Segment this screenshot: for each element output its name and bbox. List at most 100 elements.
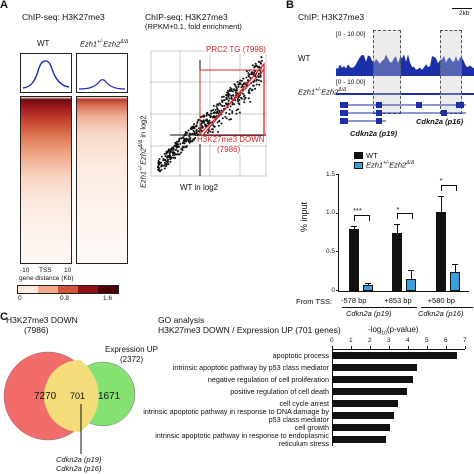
mutant-profile-plot xyxy=(76,53,128,93)
scatter-point xyxy=(221,101,224,104)
scatter-point xyxy=(188,132,191,135)
heatmap-x-min: -10 xyxy=(20,267,30,274)
scatter-point xyxy=(185,137,188,140)
go-tick-label: 4 xyxy=(406,337,410,344)
scatter-point xyxy=(218,111,221,113)
mutant-heatmap xyxy=(76,96,128,264)
scatter-point xyxy=(193,137,195,140)
scatter-point xyxy=(217,124,220,127)
error-bar xyxy=(368,284,369,285)
scatter-point xyxy=(163,164,165,167)
scatter-point xyxy=(164,162,167,165)
scatter-point xyxy=(169,156,172,159)
scatter-point xyxy=(225,94,228,96)
error-cap xyxy=(408,269,415,271)
scatter-point xyxy=(207,113,210,116)
scatter-point xyxy=(235,89,238,92)
scatter-point xyxy=(251,73,254,76)
scatter-point xyxy=(225,111,228,114)
scatter-point xyxy=(215,105,218,108)
heatmap-x-max: 10 xyxy=(64,267,72,274)
scatter-point xyxy=(205,124,208,127)
scatter-point xyxy=(188,141,191,144)
go-bar xyxy=(333,388,408,395)
scatter-point xyxy=(206,118,208,121)
scatter-point xyxy=(193,123,196,126)
error-cap xyxy=(437,195,444,197)
go-tick-label: 5 xyxy=(425,337,429,344)
scatter-point xyxy=(223,99,226,102)
scale-bar xyxy=(452,8,472,9)
scatter-point xyxy=(157,165,160,168)
scatter-point xyxy=(163,167,166,170)
scale-label: 2kb xyxy=(459,10,470,17)
scatter-point xyxy=(212,111,215,114)
group-line-p19 xyxy=(342,307,417,308)
scatter-point xyxy=(212,124,215,127)
scatter-point xyxy=(208,119,211,122)
scatter-point xyxy=(174,156,177,159)
go-tick xyxy=(351,346,352,349)
wt-track-range: [0 - 10.00] xyxy=(336,31,366,38)
go-axis-label: -log10(p-value) xyxy=(368,325,419,337)
scatter-point xyxy=(166,151,169,154)
scatter-point xyxy=(245,70,248,73)
scatter-point xyxy=(229,105,232,108)
scatter-point xyxy=(176,149,179,152)
venn-only1: 7270 xyxy=(34,391,57,402)
scatter-point xyxy=(228,118,231,121)
heatmap-tss-label: TSS xyxy=(39,267,52,274)
go-tick xyxy=(332,346,333,349)
scatter-point xyxy=(195,128,198,131)
colorbar-stop xyxy=(38,286,58,293)
scatter-point xyxy=(200,125,203,128)
gene-label-p16: Cdkn2a (p16) xyxy=(416,117,464,126)
scatter-point xyxy=(230,94,233,97)
scatter-point xyxy=(183,139,186,142)
scatter-point xyxy=(257,60,260,63)
bar-plot-area: 0 0.5 1.0 1.5 *** -578 bp * +853 bp * +580 bp xyxy=(326,171,469,304)
scatter-x-label: WT in log2 xyxy=(180,183,219,192)
go-tick xyxy=(370,346,371,349)
scatter-point xyxy=(217,112,220,115)
scatter-point xyxy=(252,84,255,87)
scatter-point xyxy=(201,115,204,118)
go-tick xyxy=(427,346,428,349)
colorbar-stop xyxy=(18,286,38,293)
scatter-subtitle: (RPKM+0.1, fold enrichment) xyxy=(145,22,242,31)
bar-y-tick-label: 1.0 xyxy=(325,209,335,217)
significance-bracket xyxy=(397,213,414,220)
bar-category-label: +580 bp xyxy=(427,296,455,305)
panel-letter-b: B xyxy=(286,0,294,11)
scatter-point xyxy=(209,116,212,119)
scatter-point xyxy=(231,110,234,113)
scatter-point xyxy=(165,152,168,155)
scatter-point xyxy=(243,101,246,104)
bar-wt xyxy=(435,212,446,291)
scatter-point xyxy=(209,130,212,133)
scatter-point xyxy=(169,160,172,163)
scatter-point xyxy=(254,87,257,90)
error-cap xyxy=(394,224,401,226)
scatter-point xyxy=(176,153,179,156)
scatter-point xyxy=(231,111,234,114)
go-axis-line xyxy=(332,349,465,350)
mutant-track-label: Ezh1+/-Ezh2Δ/Δ xyxy=(298,87,347,97)
go-bar xyxy=(333,352,457,359)
scatter-point xyxy=(236,98,239,100)
scatter-plot xyxy=(150,50,267,177)
bar-mutant xyxy=(406,278,417,291)
prc2-label: PRC2 TG (7998) xyxy=(205,45,267,54)
colorbar xyxy=(17,285,119,294)
scatter-point xyxy=(238,111,241,114)
scatter-point xyxy=(166,158,169,161)
go-tick-label: 1 xyxy=(349,337,353,344)
scatter-point xyxy=(249,87,252,90)
venn-overlap xyxy=(44,360,99,432)
go-bar xyxy=(333,436,387,443)
scatter-point xyxy=(253,71,256,74)
scatter-point xyxy=(192,126,195,128)
scatter-point xyxy=(200,116,203,118)
scatter-point xyxy=(166,160,169,163)
go-plot-area: apoptotic process intrinsic apoptotic pat… xyxy=(143,350,473,447)
